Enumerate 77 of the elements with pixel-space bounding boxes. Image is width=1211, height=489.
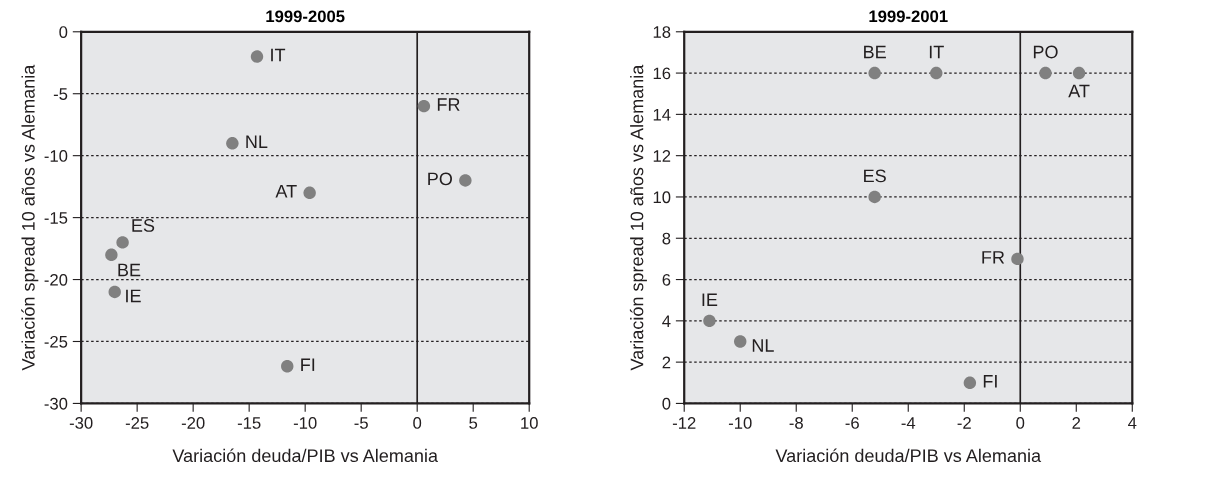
point	[108, 285, 121, 299]
y-tick-label: -10	[44, 150, 68, 162]
y-tick-label: 18	[653, 26, 671, 38]
annotation: IT	[271, 48, 286, 62]
y-tick-label: 10	[653, 191, 671, 204]
x-axis-title: Variación deuda/PIB vs Alemania	[172, 448, 438, 463]
point	[1011, 252, 1024, 266]
point	[1072, 66, 1086, 80]
y-tick-label: 0	[662, 397, 671, 410]
annotation: NL	[752, 339, 774, 352]
x-tick-label: 2	[1072, 417, 1081, 429]
annotation: IE	[126, 289, 141, 303]
y-tick-label: 0	[59, 26, 68, 38]
y-axis-title: Variación spread 10 años vs Alemania	[21, 64, 39, 371]
annotation: BE	[118, 263, 141, 277]
x-tick-label: -20	[181, 417, 205, 429]
annotation: ES	[864, 169, 886, 183]
point	[417, 99, 431, 113]
annotation: AT	[1068, 84, 1090, 98]
x-tick-label: 0	[413, 417, 422, 429]
x-tick-label: -8	[789, 417, 803, 429]
x-tick-label: 10	[521, 417, 538, 429]
y-axis-title: Variación spread 10 años vs Alemania	[629, 64, 647, 371]
annotation: PO	[1033, 45, 1058, 59]
point	[868, 66, 881, 80]
x-axis-title: Variación deuda/PIB vs Alemania	[775, 448, 1042, 463]
y-tick-label: 8	[662, 232, 671, 245]
annotation: FR	[437, 98, 460, 111]
y-tick-label: -5	[53, 88, 68, 100]
y-tick-label: 16	[653, 67, 671, 80]
point	[1039, 66, 1052, 80]
point	[250, 50, 264, 63]
point	[105, 248, 118, 261]
x-tick-label: 0	[1016, 417, 1025, 429]
x-tick-label: -10	[293, 417, 317, 429]
x-tick-label: -4	[901, 417, 916, 429]
x-tick-label: -10	[728, 417, 752, 429]
point	[459, 174, 472, 187]
point	[303, 186, 316, 200]
point	[226, 137, 239, 150]
annotation: FI	[983, 375, 997, 388]
x-tick-label: -12	[672, 417, 696, 429]
annotation: NL	[246, 135, 268, 148]
x-tick-label: 5	[469, 417, 478, 429]
point	[930, 66, 943, 80]
x-tick-label: -5	[354, 417, 368, 429]
y-tick-label: -30	[44, 397, 68, 410]
annotation: IE	[702, 293, 718, 306]
y-tick-label: -15	[44, 212, 68, 224]
point	[281, 360, 294, 373]
annotation: FR	[982, 251, 1005, 264]
point	[963, 376, 977, 389]
point	[868, 190, 881, 204]
chart-title: 1999-2005	[266, 10, 345, 23]
point	[116, 236, 129, 249]
x-tick-label: -2	[957, 417, 971, 429]
x-tick-label: -25	[125, 417, 149, 429]
x-tick-label: 4	[1128, 417, 1137, 429]
x-tick-label: -15	[237, 417, 261, 429]
chart-title: 1999-2001	[869, 10, 948, 23]
x-tick-label: -30	[69, 417, 93, 429]
point	[734, 335, 747, 348]
annotation: IT	[929, 45, 944, 59]
annotation: AT	[275, 185, 297, 198]
annotation: FI	[301, 358, 315, 371]
y-tick-label: 6	[662, 273, 671, 286]
y-tick-label: 2	[662, 356, 671, 369]
point	[703, 314, 716, 328]
annotation: BE	[864, 45, 886, 59]
y-tick-label: -25	[44, 335, 68, 348]
y-tick-label: 12	[653, 150, 671, 162]
annotation: ES	[132, 219, 155, 232]
annotation: PO	[428, 172, 452, 186]
y-tick-label: 4	[662, 315, 671, 327]
y-tick-label: -20	[44, 273, 68, 286]
x-tick-label: -6	[845, 417, 859, 429]
y-tick-label: 14	[653, 108, 671, 121]
